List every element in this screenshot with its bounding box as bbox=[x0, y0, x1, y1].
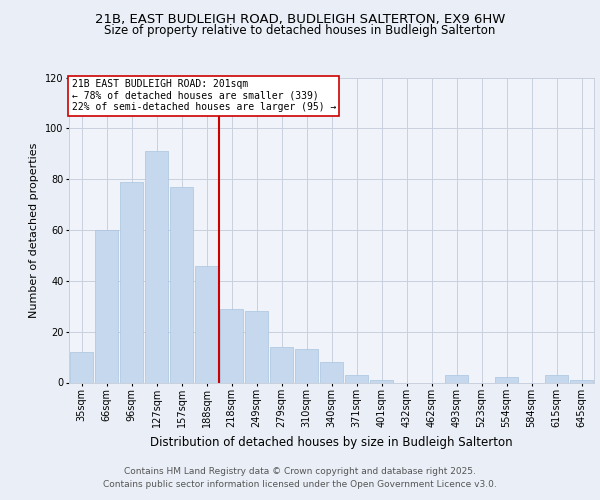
Bar bbox=[570, 380, 593, 382]
Bar bbox=[270, 347, 293, 382]
Text: Contains HM Land Registry data © Crown copyright and database right 2025.: Contains HM Land Registry data © Crown c… bbox=[124, 467, 476, 476]
Bar bbox=[295, 350, 318, 382]
Bar bbox=[370, 380, 393, 382]
Bar bbox=[445, 375, 468, 382]
Bar bbox=[245, 312, 268, 382]
Bar bbox=[120, 182, 143, 382]
Bar bbox=[70, 352, 93, 382]
Bar bbox=[195, 266, 218, 382]
Bar bbox=[95, 230, 118, 382]
Text: Size of property relative to detached houses in Budleigh Salterton: Size of property relative to detached ho… bbox=[104, 24, 496, 37]
Bar bbox=[545, 375, 568, 382]
Bar bbox=[495, 378, 518, 382]
Bar bbox=[170, 187, 193, 382]
X-axis label: Distribution of detached houses by size in Budleigh Salterton: Distribution of detached houses by size … bbox=[150, 436, 513, 449]
Bar bbox=[145, 151, 168, 382]
Text: Contains public sector information licensed under the Open Government Licence v3: Contains public sector information licen… bbox=[103, 480, 497, 489]
Text: 21B EAST BUDLEIGH ROAD: 201sqm
← 78% of detached houses are smaller (339)
22% of: 21B EAST BUDLEIGH ROAD: 201sqm ← 78% of … bbox=[71, 79, 336, 112]
Bar bbox=[320, 362, 343, 382]
Text: 21B, EAST BUDLEIGH ROAD, BUDLEIGH SALTERTON, EX9 6HW: 21B, EAST BUDLEIGH ROAD, BUDLEIGH SALTER… bbox=[95, 12, 505, 26]
Bar bbox=[345, 375, 368, 382]
Bar bbox=[220, 309, 243, 382]
Y-axis label: Number of detached properties: Number of detached properties bbox=[29, 142, 40, 318]
